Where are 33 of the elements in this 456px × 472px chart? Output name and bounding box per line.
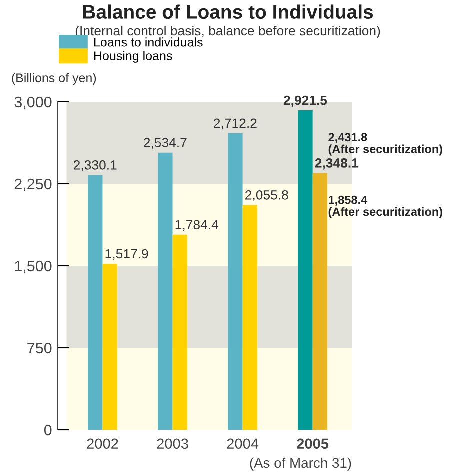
x-tick-label: 2004	[227, 438, 259, 450]
data-label: 2,712.2	[214, 118, 257, 130]
data-label: 2,348.1	[315, 158, 359, 170]
y-tick-label: 750	[28, 342, 52, 354]
y-axis-title: (Billions of yen)	[12, 73, 96, 85]
bar	[102, 264, 118, 430]
annotation: 2,431.8 (After securitization)	[328, 133, 442, 156]
bar	[88, 175, 103, 430]
bar	[298, 110, 313, 430]
data-label: 1,784.4	[176, 220, 218, 232]
x-tick-label: 2005	[297, 438, 329, 450]
bar	[242, 205, 258, 430]
legend-label: Loans to individuals	[94, 38, 203, 47]
y-tick-label: 1,500	[15, 260, 52, 274]
data-label: 1,517.9	[106, 249, 148, 260]
data-label: 2,330.1	[74, 160, 117, 172]
legend-label: Housing loans	[94, 51, 172, 63]
chart-title: Balance of Loans to Individuals	[83, 4, 374, 20]
bar	[158, 152, 173, 430]
x-tick-label: 2002	[87, 438, 118, 450]
data-label: 2,055.8	[246, 190, 288, 202]
annotation: 1,858.4 (After securitization)	[328, 196, 442, 218]
y-tick-label: 2,250	[14, 178, 52, 192]
bar	[172, 234, 188, 430]
text: (As of March 31)	[250, 458, 352, 471]
bar	[228, 133, 243, 430]
y-tick-label: 0	[44, 424, 52, 436]
bar	[312, 173, 328, 430]
y-tick-label: 3,000	[14, 96, 52, 110]
data-label: 2,921.5	[284, 96, 328, 108]
data-label: 2,534.7	[144, 138, 187, 150]
x-tick-label: 2003	[157, 438, 188, 450]
chart-subtitle: (Internal control basis, balance before securitization)	[76, 26, 380, 38]
